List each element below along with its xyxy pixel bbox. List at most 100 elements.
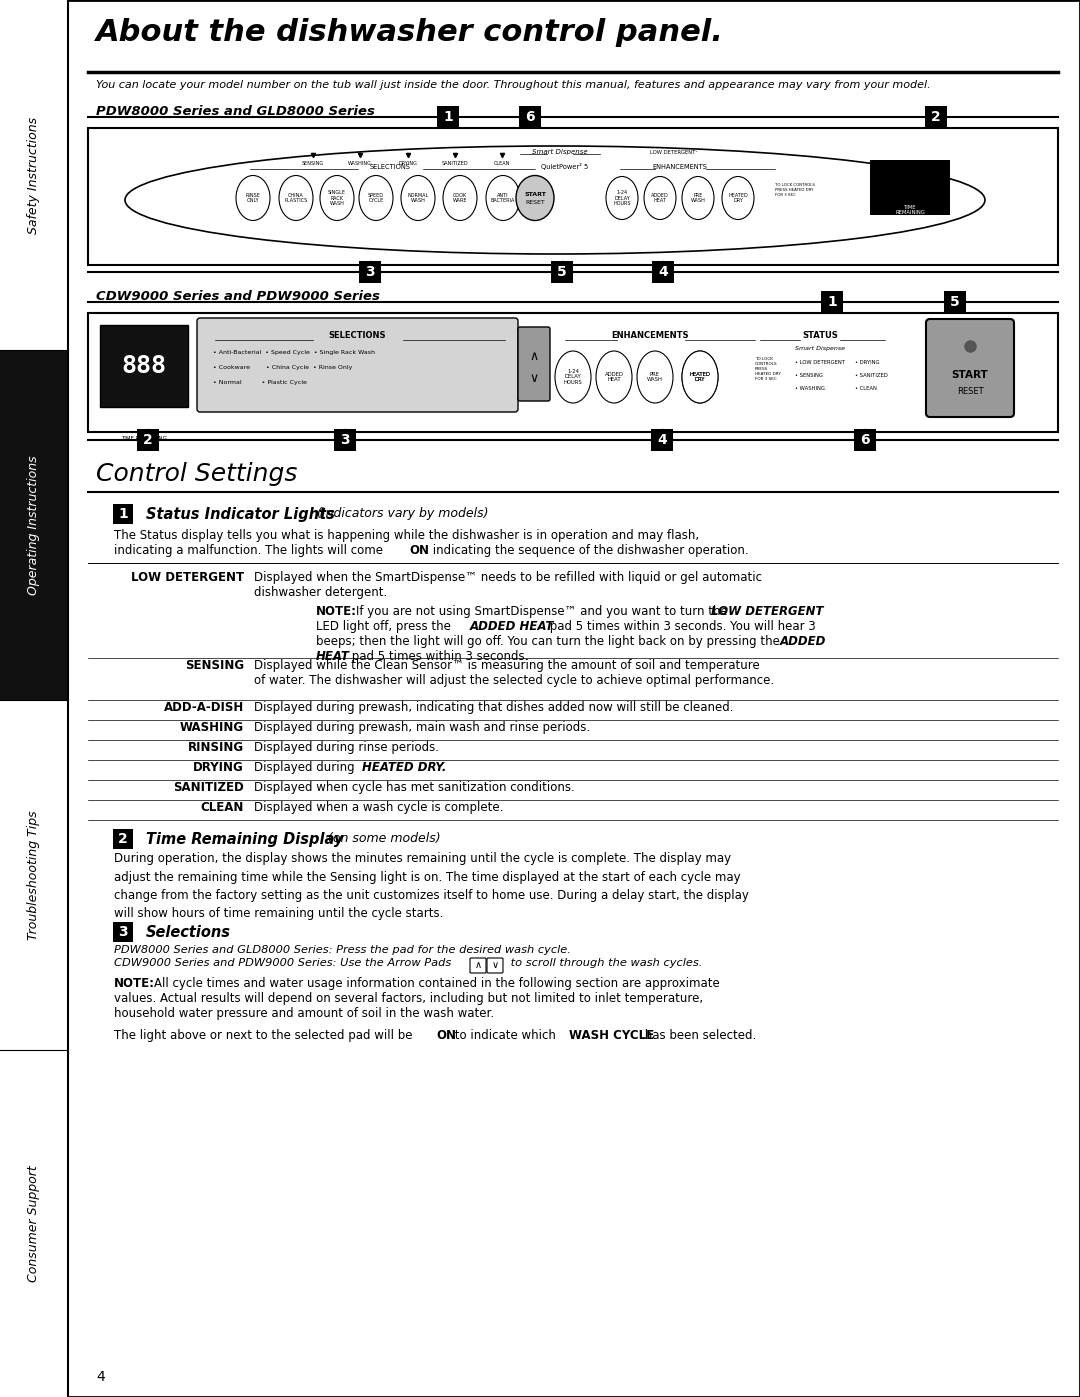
Text: SPEED
CYCLE: SPEED CYCLE xyxy=(368,193,384,204)
Text: HEATED
DRY: HEATED DRY xyxy=(689,372,711,383)
FancyBboxPatch shape xyxy=(518,327,550,401)
Text: CLEAN: CLEAN xyxy=(494,161,510,166)
Text: Smart Dispense: Smart Dispense xyxy=(795,346,845,351)
Text: Troubleshooting Tips: Troubleshooting Tips xyxy=(27,810,41,940)
Text: ADDED
HEAT: ADDED HEAT xyxy=(651,193,669,204)
Text: • WASHING: • WASHING xyxy=(795,386,825,391)
Text: PRE
WASH: PRE WASH xyxy=(690,193,705,204)
Text: 6: 6 xyxy=(860,433,869,447)
Text: 4: 4 xyxy=(96,1370,105,1384)
Bar xyxy=(821,291,843,313)
Text: ADDED HEAT: ADDED HEAT xyxy=(470,620,554,633)
Text: household water pressure and amount of soil in the wash water.: household water pressure and amount of s… xyxy=(114,1007,495,1020)
Text: Displayed when a wash cycle is complete.: Displayed when a wash cycle is complete. xyxy=(254,800,503,814)
Text: CDW9000 Series and PDW9000 Series: Use the Arrow Pads: CDW9000 Series and PDW9000 Series: Use t… xyxy=(114,958,451,968)
Text: SELECTIONS: SELECTIONS xyxy=(328,331,386,339)
Text: HEATED DRY.: HEATED DRY. xyxy=(362,761,446,774)
Text: to scroll through the wash cycles.: to scroll through the wash cycles. xyxy=(507,958,702,968)
Text: ∧: ∧ xyxy=(529,349,539,362)
Ellipse shape xyxy=(320,176,354,221)
Text: ∨: ∨ xyxy=(529,372,539,384)
Text: 2: 2 xyxy=(144,433,153,447)
Text: SANITIZED: SANITIZED xyxy=(442,161,469,166)
Ellipse shape xyxy=(644,176,676,219)
Bar xyxy=(519,106,541,129)
Text: QuietPower² 5: QuietPower² 5 xyxy=(541,163,589,170)
Text: • SENSING: • SENSING xyxy=(795,373,823,379)
FancyBboxPatch shape xyxy=(470,958,486,972)
Text: indicating a malfunction. The lights will come: indicating a malfunction. The lights wil… xyxy=(114,543,387,557)
Text: Displayed when cycle has met sanitization conditions.: Displayed when cycle has met sanitizatio… xyxy=(254,781,575,793)
Ellipse shape xyxy=(401,176,435,221)
Text: has been selected.: has been selected. xyxy=(642,1030,756,1042)
Bar xyxy=(359,261,381,284)
FancyBboxPatch shape xyxy=(926,319,1014,416)
Text: Displayed during rinse periods.: Displayed during rinse periods. xyxy=(254,740,438,754)
Ellipse shape xyxy=(279,176,313,221)
Ellipse shape xyxy=(237,176,270,221)
Text: Smart Dispense: Smart Dispense xyxy=(532,149,588,155)
Text: (on some models): (on some models) xyxy=(328,833,441,845)
Text: 1: 1 xyxy=(827,295,837,309)
Text: DRYING: DRYING xyxy=(399,161,418,166)
Ellipse shape xyxy=(606,176,638,219)
Bar xyxy=(113,828,133,849)
Bar xyxy=(437,106,459,129)
Text: to indicate which: to indicate which xyxy=(451,1030,559,1042)
Text: • SANITIZED: • SANITIZED xyxy=(855,373,888,379)
Text: LED light off, press the: LED light off, press the xyxy=(316,620,455,633)
Bar xyxy=(551,261,573,284)
Text: TO LOCK CONTROLS
PRESS HEATED DRY
FOR 3 SEC: TO LOCK CONTROLS PRESS HEATED DRY FOR 3 … xyxy=(775,183,815,197)
Bar xyxy=(944,291,966,313)
Text: RESET: RESET xyxy=(525,201,545,205)
Text: 5: 5 xyxy=(950,295,960,309)
Text: RINSING: RINSING xyxy=(188,740,244,754)
Text: ANTI
BACTERIA: ANTI BACTERIA xyxy=(490,193,515,204)
Text: PDW8000 Series and GLD8000 Series: Press the pad for the desired wash cycle.: PDW8000 Series and GLD8000 Series: Press… xyxy=(114,944,571,956)
Text: Displayed when the SmartDispense™ needs to be refilled with liquid or gel automa: Displayed when the SmartDispense™ needs … xyxy=(254,571,762,584)
Text: 1: 1 xyxy=(118,507,127,521)
Text: CLEAN: CLEAN xyxy=(201,800,244,814)
Text: (Indicators vary by models): (Indicators vary by models) xyxy=(318,507,488,520)
Text: 3: 3 xyxy=(365,265,375,279)
Text: During operation, the display shows the minutes remaining until the cycle is com: During operation, the display shows the … xyxy=(114,852,748,921)
Text: Displayed during prewash, indicating that dishes added now will still be cleaned: Displayed during prewash, indicating tha… xyxy=(254,701,733,714)
Text: STATUS: STATUS xyxy=(802,331,838,339)
Text: Consumer Support: Consumer Support xyxy=(27,1165,41,1282)
Ellipse shape xyxy=(443,176,477,221)
Text: Displayed while the Clean Sensor™ is measuring the amount of soil and temperatur: Displayed while the Clean Sensor™ is mea… xyxy=(254,659,759,672)
Text: LOW DETERGENT: LOW DETERGENT xyxy=(711,605,824,617)
Bar xyxy=(113,922,133,942)
Text: ON: ON xyxy=(409,543,429,557)
Text: pad 5 times within 3 seconds. You will hear 3: pad 5 times within 3 seconds. You will h… xyxy=(546,620,815,633)
Bar xyxy=(854,429,876,451)
Text: TIME
REMAINING: TIME REMAINING xyxy=(895,204,924,215)
FancyBboxPatch shape xyxy=(487,958,503,972)
Bar xyxy=(0,1051,68,1397)
Text: ∧: ∧ xyxy=(474,960,482,970)
Text: HEATED
DRY: HEATED DRY xyxy=(689,372,711,383)
Text: pad 5 times within 3 seconds.: pad 5 times within 3 seconds. xyxy=(348,650,528,664)
Ellipse shape xyxy=(681,351,718,402)
Text: • Cookware        • China Cycle  • Rinse Only: • Cookware • China Cycle • Rinse Only xyxy=(213,365,352,370)
Text: START: START xyxy=(524,193,545,197)
Bar xyxy=(334,429,356,451)
Bar xyxy=(87,313,1058,432)
Text: 2: 2 xyxy=(118,833,127,847)
Text: The light above or next to the selected pad will be: The light above or next to the selected … xyxy=(114,1030,416,1042)
Text: of water. The dishwasher will adjust the selected cycle to achieve optimal perfo: of water. The dishwasher will adjust the… xyxy=(254,673,774,687)
Text: ADDED
HEAT: ADDED HEAT xyxy=(605,372,623,383)
Bar xyxy=(0,0,68,351)
Text: 1-24
DELAY
HOURS: 1-24 DELAY HOURS xyxy=(613,190,631,207)
Text: WASHING: WASHING xyxy=(180,721,244,733)
Text: HEATED
DRY: HEATED DRY xyxy=(728,193,747,204)
Text: NORMAL
WASH: NORMAL WASH xyxy=(407,193,429,204)
Text: 3: 3 xyxy=(118,925,127,939)
Bar xyxy=(0,700,68,1051)
Text: 6: 6 xyxy=(525,110,535,124)
Ellipse shape xyxy=(681,351,718,402)
Ellipse shape xyxy=(723,176,754,219)
Text: dishwasher detergent.: dishwasher detergent. xyxy=(254,585,388,599)
Text: SANITIZED: SANITIZED xyxy=(173,781,244,793)
Bar xyxy=(100,326,188,407)
